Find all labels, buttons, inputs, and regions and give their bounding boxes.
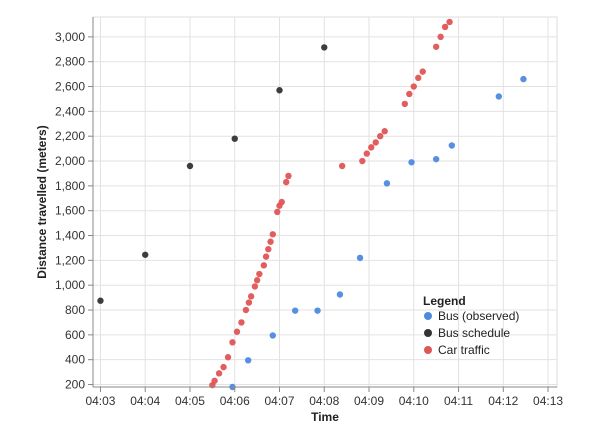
grid-lines <box>92 16 558 388</box>
data-point <box>215 370 223 377</box>
data-point <box>233 328 241 335</box>
data-point <box>247 293 255 300</box>
y-tick-label: 800 <box>65 303 85 317</box>
legend-marker <box>424 346 432 354</box>
data-point <box>244 357 252 364</box>
data-point <box>372 139 379 146</box>
data-point <box>401 100 409 108</box>
legend-marker <box>424 329 432 337</box>
x-tick-label: 04:09 <box>354 394 384 408</box>
x-tick-label: 04:08 <box>309 394 339 408</box>
y-tick-label: 2,800 <box>55 55 85 69</box>
data-point <box>242 306 250 314</box>
data-point <box>245 299 253 306</box>
data-point <box>269 332 276 339</box>
data-point <box>432 155 440 163</box>
data-point <box>142 251 149 258</box>
data-point <box>363 150 370 157</box>
y-tick-label: 200 <box>65 378 85 392</box>
data-point <box>260 262 268 269</box>
x-tick-label: 04:13 <box>533 394 563 408</box>
data-point <box>269 231 276 238</box>
x-tick-label: 04:05 <box>175 394 205 408</box>
data-point <box>262 253 270 260</box>
data-point <box>253 277 261 284</box>
y-tick-label: 1,400 <box>55 229 85 243</box>
axes: 04:03 04:04 04:05 04:06 04:07 04:08 04:09 04:10… <box>55 17 563 408</box>
data-point <box>276 87 283 94</box>
data-point <box>283 178 290 186</box>
y-tick-label: 400 <box>65 353 85 367</box>
legend: Legend Bus (observed) Bus schedule Car tra… <box>423 294 519 357</box>
data-point <box>321 44 328 51</box>
data-point <box>265 245 272 253</box>
data-point <box>441 23 449 31</box>
data-point <box>274 208 281 216</box>
data-point <box>448 142 456 149</box>
data-point <box>415 74 422 82</box>
data-point <box>231 135 238 142</box>
data-point <box>291 307 299 314</box>
data-point <box>267 238 274 245</box>
data-point <box>406 90 413 98</box>
legend-entry-label: Bus (observed) <box>438 309 519 323</box>
y-tick-label: 3,000 <box>55 30 85 44</box>
data-point <box>368 144 375 151</box>
data-point <box>314 307 321 314</box>
data-point <box>97 297 104 304</box>
legend-title: Legend <box>423 294 466 308</box>
data-point <box>383 180 391 187</box>
y-tick-label: 600 <box>65 328 85 342</box>
x-tick-label: 04:10 <box>399 394 429 408</box>
legend-entry-label: Bus schedule <box>438 326 510 340</box>
y-tick-label: 1,600 <box>55 204 85 218</box>
data-point <box>211 377 218 384</box>
y-tick-label: 2,400 <box>55 104 85 118</box>
x-tick-label: 04:12 <box>488 394 518 408</box>
x-axis-title: Time <box>311 410 339 424</box>
data-point <box>356 254 364 262</box>
series-2 <box>209 18 453 389</box>
data-point <box>408 159 415 166</box>
data-point <box>278 198 285 206</box>
data-point <box>377 132 384 140</box>
legend-entry-label: Car traffic <box>438 343 490 357</box>
data-points <box>97 18 527 391</box>
data-point <box>446 18 453 26</box>
data-point <box>419 68 426 75</box>
data-point <box>229 339 236 346</box>
data-point <box>495 93 503 100</box>
data-point <box>224 354 232 361</box>
y-tick-label: 2,600 <box>55 80 85 94</box>
y-axis-title: Distance travelled (meters) <box>35 125 49 278</box>
data-point <box>381 128 388 135</box>
data-point <box>338 162 346 170</box>
data-point <box>285 172 292 180</box>
x-tick-label: 04:11 <box>444 394 473 408</box>
x-tick-label: 04:07 <box>264 394 294 408</box>
y-tick-label: 1,000 <box>55 278 85 292</box>
y-tick-label: 2,000 <box>55 154 85 168</box>
x-tick-label: 04:06 <box>220 394 250 408</box>
data-point <box>359 157 366 165</box>
data-point <box>336 291 344 298</box>
y-tick-label: 2,200 <box>55 129 85 143</box>
data-point <box>238 319 245 326</box>
data-point <box>520 75 527 83</box>
x-tick-label: 04:03 <box>85 394 115 408</box>
data-point <box>220 363 227 371</box>
y-tick-label: 1,800 <box>55 179 85 193</box>
x-tick-label: 04:04 <box>130 394 160 408</box>
data-point <box>432 43 440 50</box>
plot-area <box>92 16 558 388</box>
data-point <box>437 33 444 41</box>
y-tick-label: 1,200 <box>55 253 85 267</box>
data-point <box>256 270 263 278</box>
series-1 <box>97 44 328 304</box>
legend-marker <box>424 312 432 320</box>
data-point <box>251 283 259 290</box>
data-point <box>186 162 194 170</box>
data-point <box>410 83 417 90</box>
